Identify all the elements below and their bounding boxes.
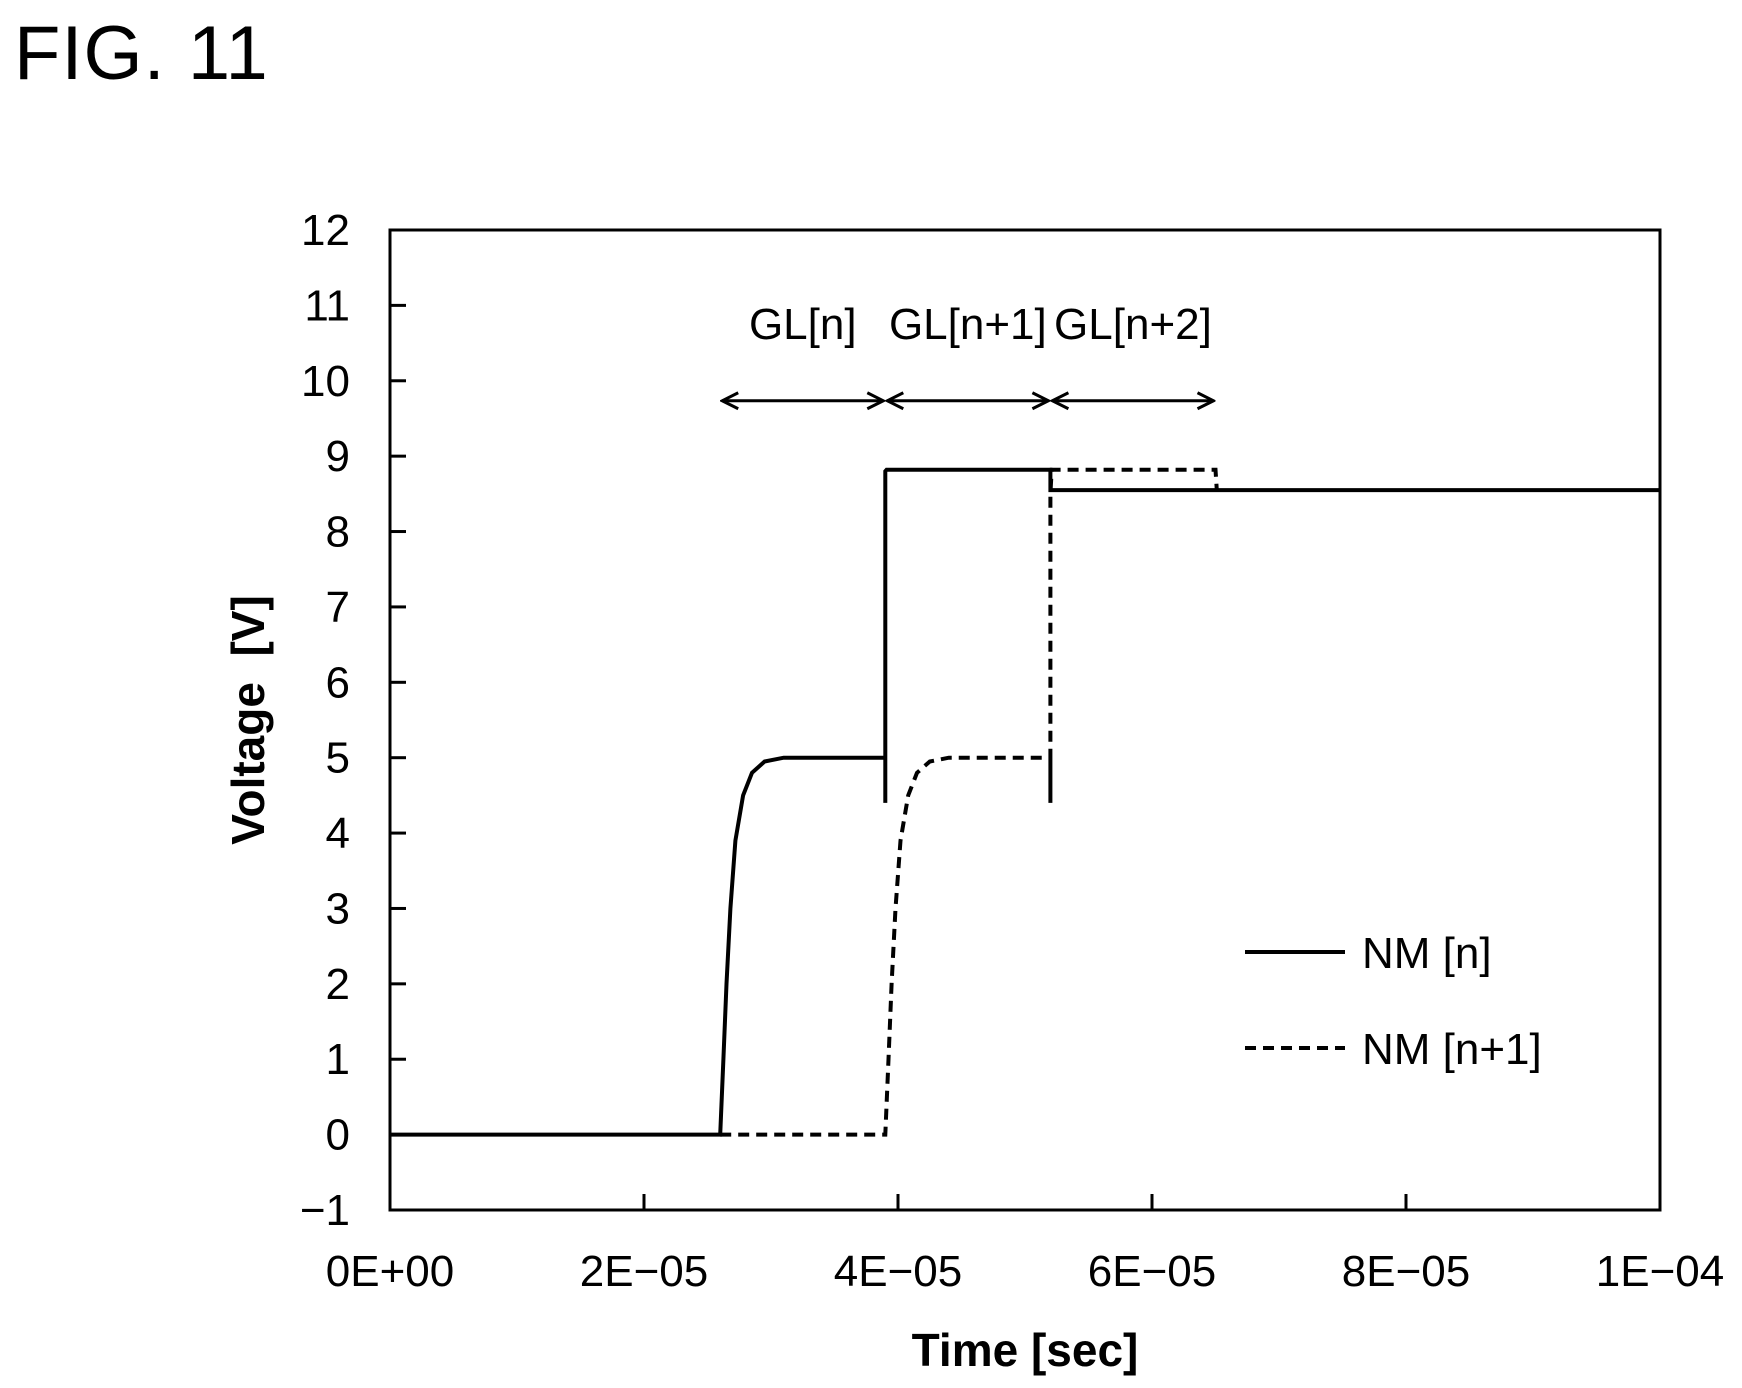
x-tick-label: 4E−05	[834, 1247, 962, 1296]
y-tick-label: 10	[301, 357, 350, 406]
x-tick-label: 2E−05	[580, 1247, 708, 1296]
legend: NM [n] NM [n+1]	[1245, 929, 1542, 1074]
series-layer	[390, 467, 1660, 1137]
y-tick-label: 3	[326, 884, 350, 933]
y-tick-label: 2	[326, 960, 350, 1009]
x-tick-label: 1E−04	[1596, 1247, 1724, 1296]
y-tick-label: 7	[326, 583, 350, 632]
plot-area-frame	[388, 228, 1662, 1212]
interval-label: GL[n+1]	[889, 300, 1047, 349]
y-tick-label: 1	[326, 1035, 350, 1084]
legend-label-1: NM [n]	[1362, 929, 1492, 978]
x-tick-label: 0E+00	[326, 1247, 454, 1296]
interval-label: GL[n+2]	[1054, 300, 1212, 349]
figure-title: FIG. 11	[14, 11, 269, 96]
y-tick-label: −1	[300, 1186, 350, 1235]
x-axis-title: Time [sec]	[912, 1324, 1139, 1376]
y-tick-label: 0	[326, 1111, 350, 1160]
annotation-layer: GL[n] GL[n+1] GL[n+2]	[722, 300, 1213, 401]
y-tick-label: 6	[326, 658, 350, 707]
y-tick-label: 9	[326, 432, 350, 481]
series-line-2	[720, 467, 1219, 1137]
series-line-1	[390, 467, 1660, 1137]
y-tick-label: 5	[326, 734, 350, 783]
y-axis-title: Voltage [V]	[222, 595, 274, 845]
interval-label: GL[n]	[749, 300, 857, 349]
y-tick-label: 4	[326, 809, 350, 858]
x-tick-label: 8E−05	[1342, 1247, 1470, 1296]
x-tick-label: 6E−05	[1088, 1247, 1216, 1296]
y-tick-label: 12	[301, 206, 350, 255]
y-tick-label: 11	[304, 281, 350, 330]
legend-label-2: NM [n+1]	[1362, 1025, 1542, 1074]
y-tick-label: 8	[326, 508, 350, 557]
